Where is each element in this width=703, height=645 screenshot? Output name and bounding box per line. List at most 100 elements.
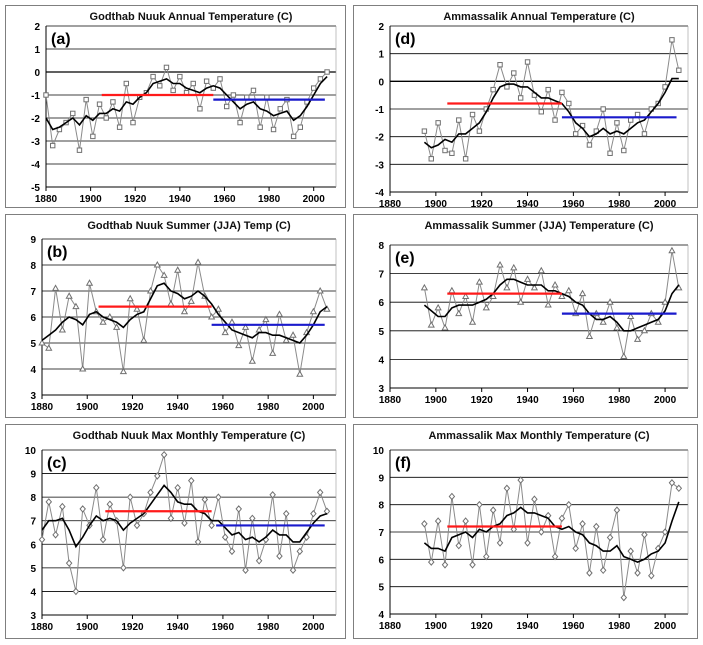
x-tick-label: 1880 bbox=[31, 402, 54, 413]
data-point bbox=[310, 509, 317, 518]
data-point bbox=[133, 521, 141, 530]
data-point bbox=[627, 117, 634, 123]
data-point bbox=[52, 531, 59, 539]
x-tick-label: 1880 bbox=[31, 622, 54, 633]
x-tick-label: 1920 bbox=[121, 622, 144, 633]
y-tick-label: 2 bbox=[378, 22, 384, 33]
y-tick-label: 5 bbox=[30, 339, 36, 350]
data-point bbox=[120, 564, 127, 572]
series-smoothed-line bbox=[423, 501, 680, 563]
y-tick-label: 3 bbox=[378, 384, 384, 395]
chart-b: Godthab Nuuk Summer (JJA) Temp (C) 3 4 5 6 7 8… bbox=[30, 220, 337, 413]
data-point bbox=[45, 344, 53, 351]
data-point bbox=[282, 509, 290, 518]
x-tick-label: 1880 bbox=[379, 199, 402, 209]
data-point bbox=[242, 566, 249, 574]
data-point bbox=[51, 284, 60, 291]
y-tick-label: -2 bbox=[375, 133, 384, 144]
data-point bbox=[428, 156, 434, 162]
y-tick-label: -2 bbox=[31, 114, 40, 125]
x-tick-label: 2000 bbox=[302, 622, 325, 633]
y-tick-label: 1 bbox=[34, 45, 40, 56]
y-tick-label: 7 bbox=[378, 270, 384, 281]
data-point bbox=[276, 552, 283, 560]
series-smoothed-line bbox=[423, 77, 679, 149]
series-smoothed-line bbox=[41, 484, 328, 549]
chart-title: Godthab Nuuk Max Monthly Temperature (C) bbox=[73, 430, 306, 442]
panel-b: Godthab Nuuk Summer (JJA) Temp (C) 3 4 5 6 7 8… bbox=[5, 214, 346, 418]
y-tick-label: 8 bbox=[30, 493, 36, 504]
data-point bbox=[126, 493, 134, 501]
y-tick-label: 8 bbox=[378, 501, 384, 512]
data-point bbox=[565, 500, 573, 509]
chart-title: Godthab Nuuk Summer (JJA) Temp (C) bbox=[87, 220, 291, 232]
data-point bbox=[85, 279, 94, 286]
data-point bbox=[449, 150, 455, 156]
y-tick-label: -1 bbox=[375, 105, 384, 116]
x-tick-label: 1980 bbox=[257, 622, 280, 633]
data-point bbox=[235, 341, 243, 349]
data-point bbox=[153, 260, 161, 268]
data-point bbox=[310, 85, 317, 91]
data-point bbox=[489, 506, 497, 514]
data-point bbox=[468, 318, 477, 325]
series-raw-line bbox=[423, 250, 680, 357]
data-point bbox=[275, 310, 284, 317]
data-point bbox=[634, 569, 641, 577]
data-point bbox=[250, 87, 257, 94]
data-point bbox=[296, 370, 304, 377]
panel-f: Ammassalik Max Monthly Temperature (C) 4 5… bbox=[353, 424, 698, 639]
data-point bbox=[237, 119, 243, 126]
data-point bbox=[524, 59, 531, 65]
y-tick-label: 0 bbox=[34, 68, 40, 79]
data-point bbox=[599, 318, 607, 325]
data-point bbox=[435, 120, 441, 126]
y-tick-label: 10 bbox=[373, 446, 385, 457]
data-point bbox=[434, 517, 442, 525]
panel-label: (e) bbox=[395, 250, 415, 267]
data-point bbox=[621, 147, 627, 154]
y-tick-label: 5 bbox=[30, 564, 36, 575]
data-point bbox=[76, 147, 83, 153]
data-point bbox=[448, 286, 456, 294]
data-point bbox=[551, 552, 559, 561]
data-point bbox=[510, 525, 518, 534]
data-point bbox=[177, 73, 183, 80]
data-point bbox=[317, 76, 324, 82]
x-tick-label: 2000 bbox=[654, 199, 677, 209]
x-tick-label: 1880 bbox=[35, 194, 58, 205]
data-point bbox=[130, 119, 136, 126]
data-point bbox=[427, 321, 435, 328]
data-point bbox=[606, 298, 614, 305]
x-tick-label: 1960 bbox=[562, 621, 585, 632]
data-point bbox=[503, 484, 511, 493]
data-point bbox=[614, 120, 620, 126]
data-point bbox=[167, 514, 175, 523]
data-point bbox=[160, 450, 168, 459]
data-point bbox=[607, 150, 613, 156]
data-point bbox=[613, 323, 621, 331]
data-point bbox=[455, 309, 463, 317]
data-point bbox=[297, 124, 304, 130]
data-point bbox=[235, 505, 243, 513]
x-tick-label: 1940 bbox=[167, 402, 190, 413]
data-point bbox=[482, 303, 490, 311]
x-tick-label: 1900 bbox=[425, 621, 448, 632]
data-point bbox=[147, 488, 154, 497]
y-tick-label: 6 bbox=[378, 298, 384, 309]
series-smoothed-line bbox=[45, 76, 328, 131]
data-point bbox=[586, 142, 593, 148]
x-tick-label: 1920 bbox=[471, 199, 494, 209]
data-point bbox=[620, 352, 628, 360]
data-point bbox=[461, 292, 470, 299]
data-point bbox=[110, 99, 116, 105]
data-point bbox=[96, 101, 103, 107]
y-tick-label: 6 bbox=[378, 555, 384, 566]
y-tick-label: -1 bbox=[31, 91, 40, 102]
panel-label: (c) bbox=[47, 455, 67, 472]
data-point bbox=[257, 124, 263, 130]
data-point bbox=[255, 557, 263, 565]
data-point bbox=[537, 266, 545, 274]
data-point bbox=[420, 283, 429, 291]
data-point bbox=[72, 302, 80, 310]
